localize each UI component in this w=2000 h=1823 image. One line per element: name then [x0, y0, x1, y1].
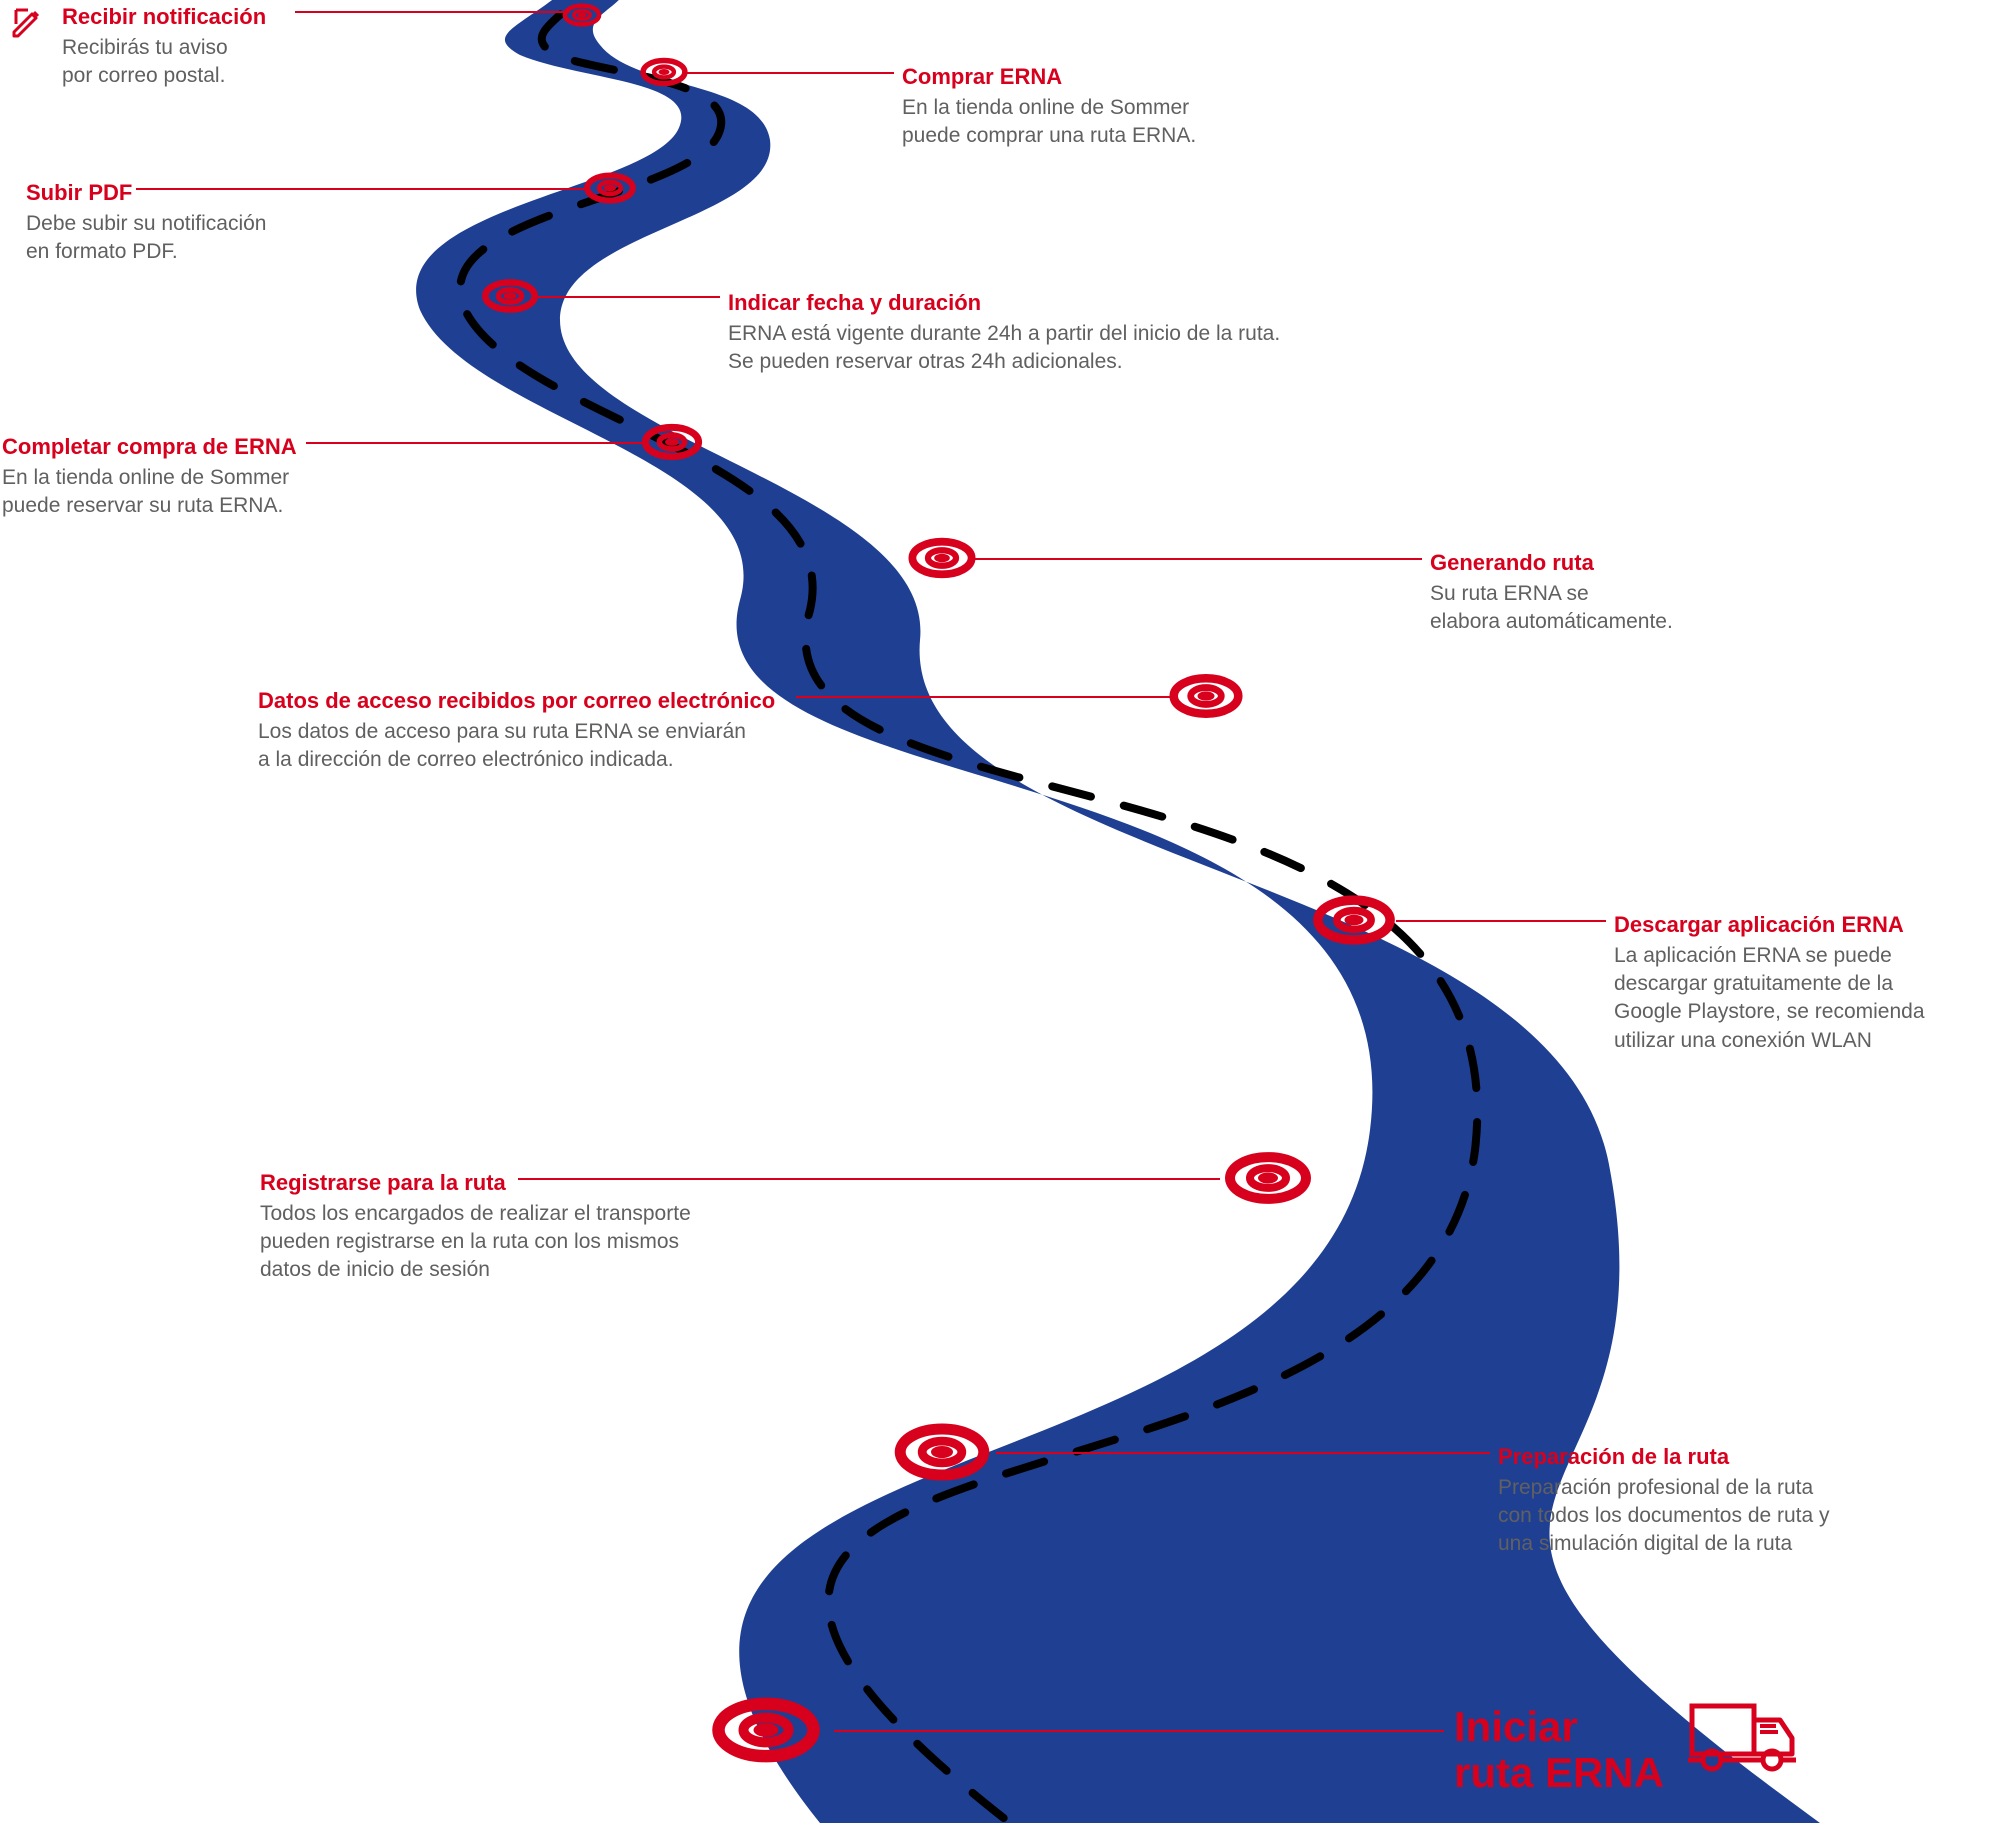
road-marker-recibir	[560, 3, 603, 27]
step-recibir-title: Recibir notificación	[62, 2, 266, 32]
step-generando-title: Generando ruta	[1430, 548, 1673, 578]
road-marker-preparacion	[889, 1423, 995, 1481]
road-marker-generando	[905, 537, 980, 578]
step-subir-desc: Debe subir su notificación en formato PD…	[26, 210, 266, 267]
step-indicar-title: Indicar fecha y duración	[728, 288, 1280, 318]
step-completar: Completar compra de ERNAEn la tienda onl…	[2, 432, 297, 520]
truck-icon	[1688, 1698, 1798, 1774]
road-marker-indicar	[479, 279, 541, 313]
step-registrarse-title: Registrarse para la ruta	[260, 1168, 691, 1198]
step-indicar-desc: ERNA está vigente durante 24h a partir d…	[728, 320, 1280, 377]
step-comprar: Comprar ERNAEn la tienda online de Somme…	[902, 62, 1196, 150]
road-marker-datos	[1165, 674, 1247, 719]
road-marker-comprar	[638, 57, 691, 86]
final-step-title: Iniciar ruta ERNA	[1454, 1704, 1664, 1796]
connector-generando	[974, 558, 1422, 560]
step-generando-desc: Su ruta ERNA se elabora automáticamente.	[1430, 580, 1673, 637]
connector-recibir	[295, 11, 570, 13]
connector-indicar	[534, 296, 720, 298]
step-generando: Generando rutaSu ruta ERNA se elabora au…	[1430, 548, 1673, 636]
step-descargar: Descargar aplicación ERNALa aplicación E…	[1614, 910, 1925, 1055]
step-descargar-title: Descargar aplicación ERNA	[1614, 910, 1925, 940]
step-comprar-title: Comprar ERNA	[902, 62, 1196, 92]
step-comprar-desc: En la tienda online de Sommer puede comp…	[902, 94, 1196, 151]
connector-datos	[796, 696, 1170, 698]
step-preparacion-desc: Preparación profesional de la ruta con t…	[1498, 1474, 1830, 1559]
step-datos-desc: Los datos de acceso para su ruta ERNA se…	[258, 718, 775, 775]
road-marker-completar	[638, 424, 705, 461]
edit-icon	[8, 2, 48, 42]
step-preparacion: Preparación de la rutaPreparación profes…	[1498, 1442, 1830, 1559]
road-marker-registrarse	[1220, 1152, 1316, 1205]
step-subir: Subir PDFDebe subir su notificación en f…	[26, 178, 266, 266]
road-marker-subir	[581, 172, 639, 204]
connector-preparacion	[996, 1452, 1490, 1454]
step-datos: Datos de acceso recibidos por correo ele…	[258, 686, 775, 774]
road-marker-descargar	[1308, 895, 1399, 945]
road-marker-final	[706, 1697, 826, 1763]
connector-descargar	[1396, 920, 1606, 922]
step-registrarse: Registrarse para la rutaTodos los encarg…	[260, 1168, 691, 1285]
connector-completar	[306, 442, 646, 444]
step-registrarse-desc: Todos los encargados de realizar el tran…	[260, 1200, 691, 1285]
step-subir-title: Subir PDF	[26, 178, 266, 208]
step-preparacion-title: Preparación de la ruta	[1498, 1442, 1830, 1472]
step-recibir: Recibir notificaciónRecibirás tu aviso p…	[62, 2, 266, 90]
connector-comprar	[682, 72, 894, 74]
step-indicar: Indicar fecha y duraciónERNA está vigent…	[728, 288, 1280, 376]
step-datos-title: Datos de acceso recibidos por correo ele…	[258, 686, 775, 716]
step-completar-title: Completar compra de ERNA	[2, 432, 297, 462]
connector-final	[834, 1730, 1444, 1732]
step-completar-desc: En la tienda online de Sommer puede rese…	[2, 464, 297, 521]
step-recibir-desc: Recibirás tu aviso por correo postal.	[62, 34, 266, 91]
step-descargar-desc: La aplicación ERNA se puede descargar gr…	[1614, 942, 1925, 1055]
